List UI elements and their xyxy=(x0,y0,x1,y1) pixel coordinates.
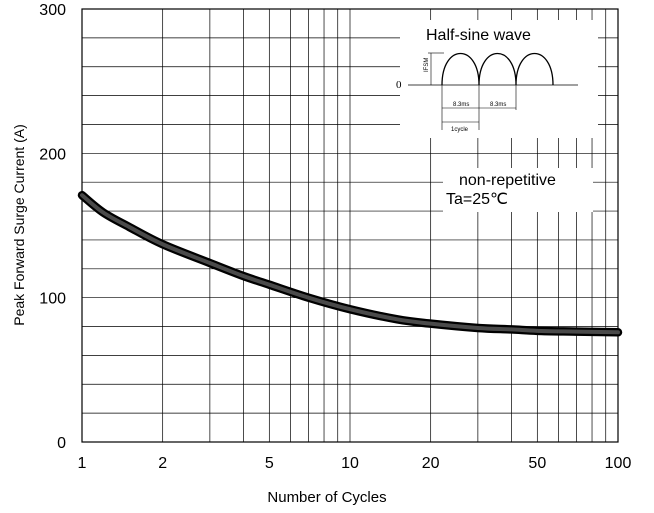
y-tick-label: 300 xyxy=(39,2,66,19)
y-axis-title: Peak Forward Surge Current (A) xyxy=(11,124,27,326)
inset-zero-label: 0 xyxy=(396,79,402,91)
inset-period-label-1: 8.3ms xyxy=(453,102,469,108)
x-axis-title: Number of Cycles xyxy=(267,489,386,506)
half-sine-inset: Half-sine wave 0 IFSM 8.3ms 8.3ms 1cycle xyxy=(396,20,598,138)
inset-ifsm-label: IFSM xyxy=(424,58,430,72)
series-curve xyxy=(80,193,620,335)
inset-period-label-2: 8.3ms xyxy=(490,102,506,108)
x-tick-label: 50 xyxy=(528,455,546,472)
conditions-line2: Ta=25℃ xyxy=(446,191,508,208)
conditions-box xyxy=(443,168,593,212)
series-layer xyxy=(77,190,623,337)
half-sine-wave-icon xyxy=(441,53,554,86)
x-tick-label: 10 xyxy=(341,455,359,472)
y-tick-label: 0 xyxy=(57,435,66,452)
x-tick-labels: 1 2 5 10 20 50 100 xyxy=(78,455,632,472)
inset-cycle-label: 1cycle xyxy=(451,127,469,133)
x-tick-label: 2 xyxy=(158,455,167,472)
x-tick-label: 5 xyxy=(265,455,274,472)
inset-background xyxy=(400,20,598,138)
y-tick-labels: 0 100 200 300 xyxy=(39,2,66,452)
x-tick-label: 100 xyxy=(605,455,632,472)
plot-frame xyxy=(81,8,619,443)
x-tick-label: 1 xyxy=(78,455,87,472)
x-tick-label: 20 xyxy=(422,455,440,472)
y-tick-label: 200 xyxy=(39,146,66,163)
conditions-line1: non-repetitive xyxy=(459,172,556,189)
y-tick-label: 100 xyxy=(39,291,66,308)
inset-title: Half-sine wave xyxy=(426,27,531,44)
